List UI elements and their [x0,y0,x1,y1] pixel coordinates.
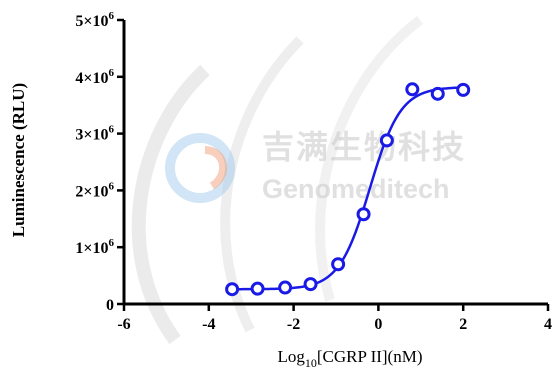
fit-curve [232,86,464,291]
x-axis-title-rest: [CGRP II](nM) [317,347,423,366]
y-tick-label-mantissa: 4×10 [75,70,108,87]
fit-layer [232,86,464,291]
y-tick-label-exponent: 6 [109,124,115,136]
x-tick-label: -4 [202,316,215,333]
y-tick-label-mantissa: 0 [106,297,114,314]
data-point [405,82,420,97]
x-axis-title: Log10[CGRP II](nM) [277,347,422,369]
data-point [303,277,318,292]
x-axis-title-sub: 10 [305,356,317,369]
watermark-cn: 吉满生物科技 [262,128,466,166]
watermark: 吉满生物科技 Genomeditech [131,16,466,345]
data-point [379,133,394,148]
data-point [456,82,471,97]
x-tick-label: 2 [459,316,467,333]
points-layer [225,82,471,297]
data-point [331,257,346,272]
y-tick-label-exponent: 6 [109,237,115,249]
data-point [430,86,445,101]
y-tick-label: 4×106 [75,67,114,87]
y-tick-label: 5×106 [75,10,114,30]
x-axis-title-base: Log [277,347,305,366]
y-tick-label: 2×106 [75,180,114,200]
y-tick-label-exponent: 6 [109,180,115,192]
x-tick-label: 0 [374,316,382,333]
y-tick-label-mantissa: 5×10 [75,13,108,30]
y-tick-label-mantissa: 1×10 [75,240,108,257]
x-tick-label: 4 [544,316,552,333]
axis-labels: Log10[CGRP II](nM) Luminescence (RLU) [9,83,423,369]
y-axis-title: Luminescence (RLU) [9,83,28,237]
y-tick-label-mantissa: 2×10 [75,183,108,200]
x-tick-label: -2 [287,316,300,333]
x-tick-label: -6 [117,316,130,333]
data-point [356,207,371,222]
y-tick-label-exponent: 6 [109,67,115,79]
y-tick-label: 1×106 [75,237,114,257]
data-point [225,282,240,297]
y-tick-label-mantissa: 3×10 [75,127,108,144]
watermark-en: Genomeditech [262,174,450,204]
axes [122,20,548,306]
y-tick-label-exponent: 6 [109,10,115,22]
y-tick-label: 3×106 [75,124,114,144]
y-tick-label: 0 [106,297,114,314]
data-point [250,281,265,296]
data-point [278,280,293,295]
